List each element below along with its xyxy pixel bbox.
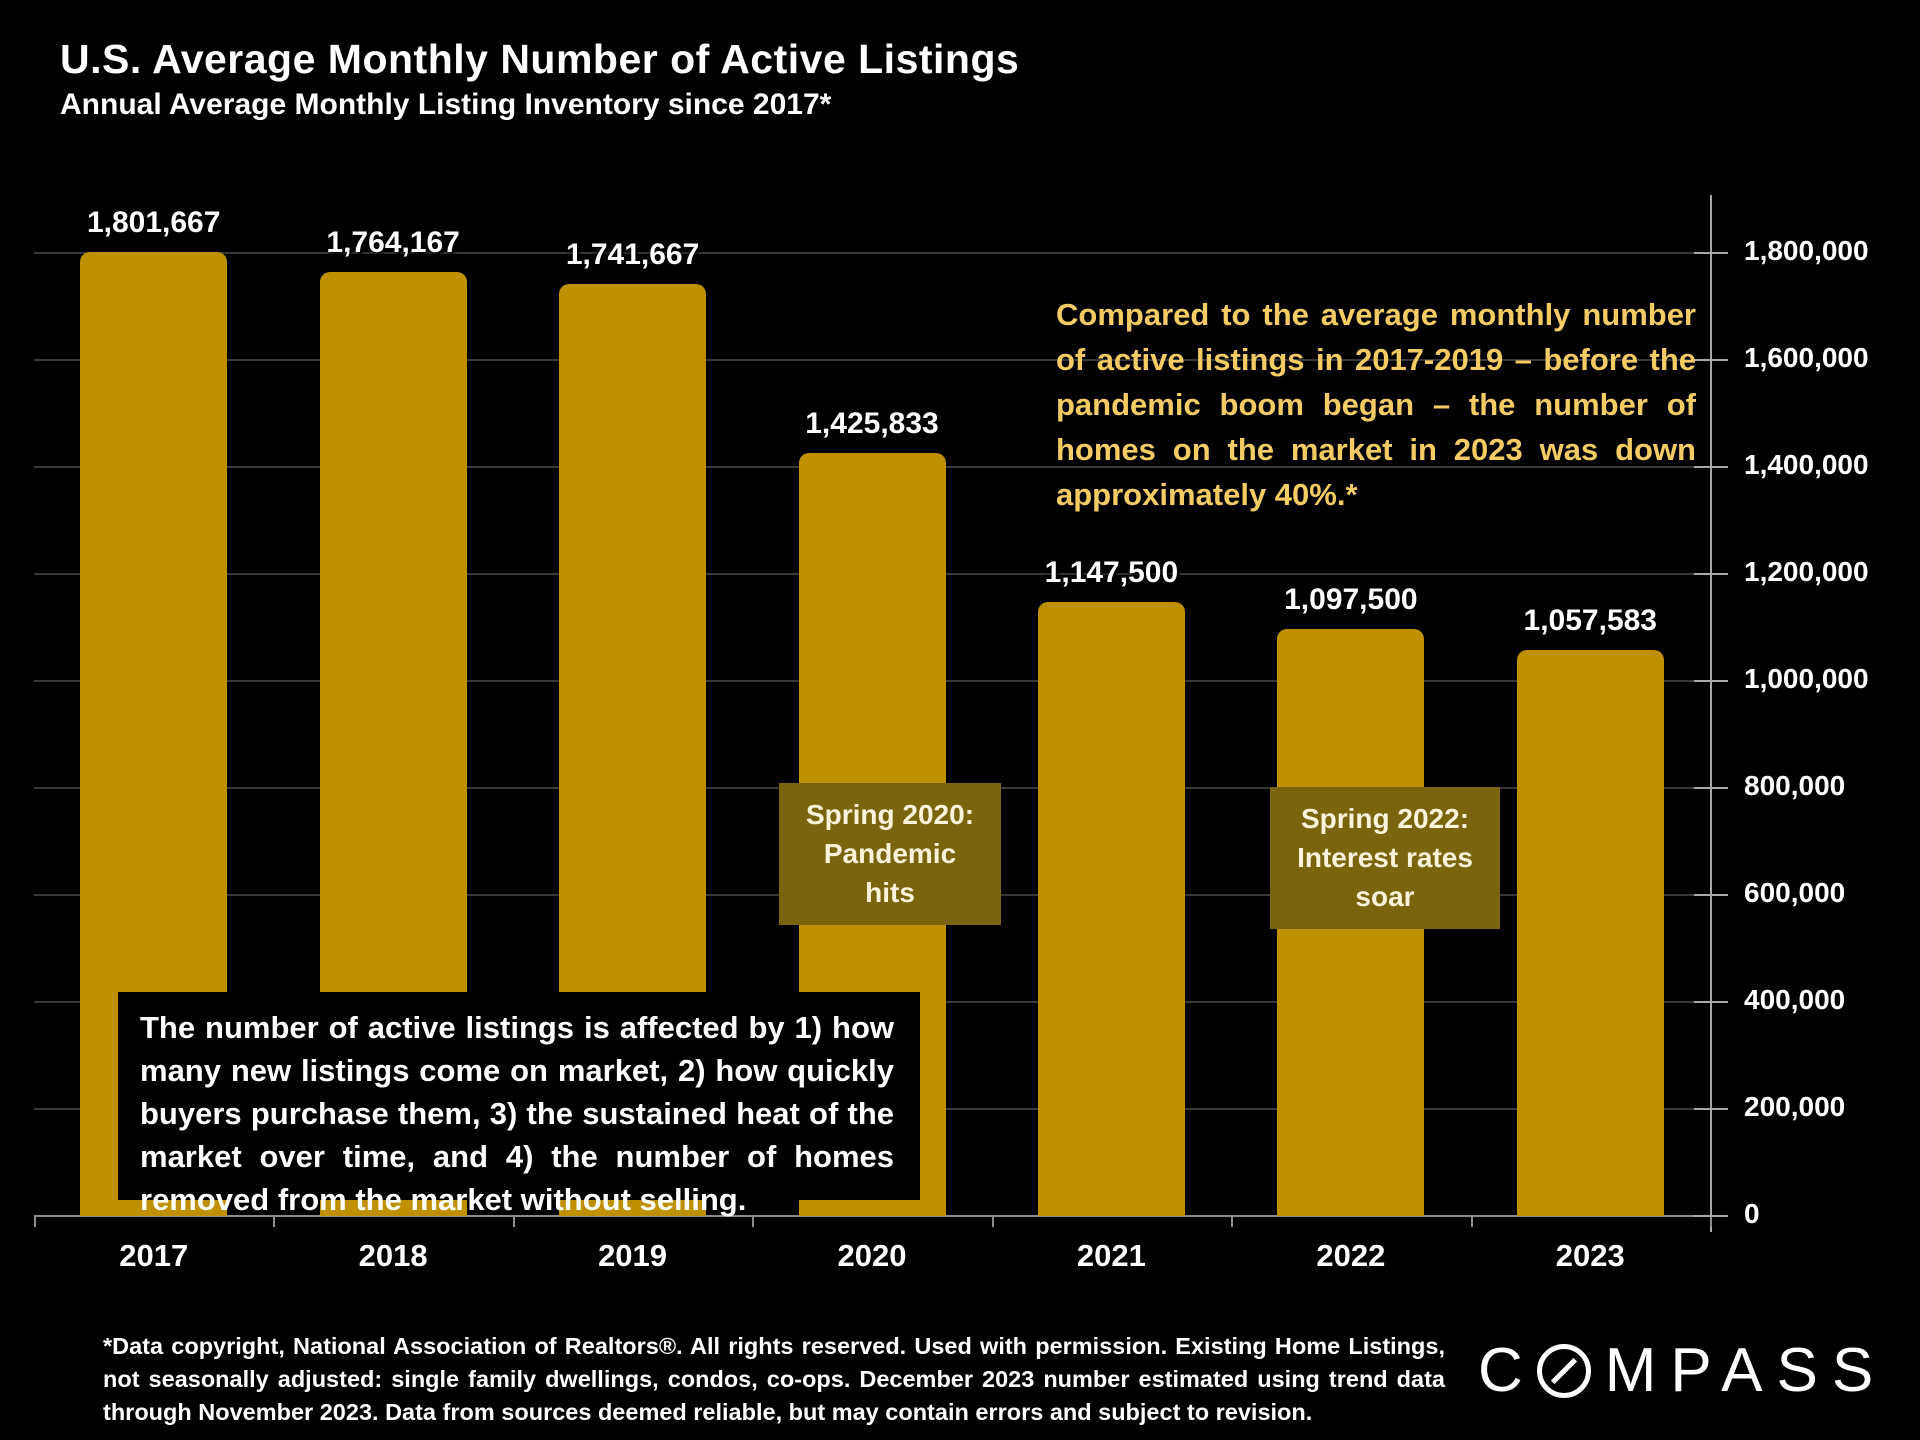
page-subtitle: Annual Average Monthly Listing Inventory… xyxy=(60,88,832,121)
x-axis-tick xyxy=(273,1217,276,1227)
page-title: U.S. Average Monthly Number of Active Li… xyxy=(60,36,1020,82)
value-label-2021: 1,147,500 xyxy=(1044,556,1179,590)
x-axis-tick xyxy=(991,1217,994,1227)
category-label-2017: 2017 xyxy=(119,1238,189,1273)
value-label-2022: 1,097,500 xyxy=(1284,582,1418,616)
needle-slash-icon xyxy=(1550,1357,1577,1385)
y-axis-label: 600,000 xyxy=(1744,877,1846,908)
compass-logo: C MPASS xyxy=(1478,1336,1887,1406)
compass-needle-icon xyxy=(1536,1344,1591,1398)
y-axis-line xyxy=(1710,195,1712,1232)
category-label-2021: 2021 xyxy=(1076,1238,1146,1273)
bar-2021 xyxy=(1037,602,1185,1216)
x-axis-tick xyxy=(1710,1217,1712,1227)
value-label-2018: 1,764,167 xyxy=(326,226,460,260)
y-axis-label: 1,200,000 xyxy=(1744,556,1869,587)
x-axis-tick xyxy=(34,1217,36,1227)
x-axis-tick xyxy=(1231,1217,1234,1227)
value-label-2017: 1,801,667 xyxy=(86,206,221,240)
x-axis-tick xyxy=(512,1217,515,1227)
value-label-2023: 1,057,583 xyxy=(1523,604,1657,638)
y-axis-label: 0 xyxy=(1744,1198,1760,1229)
y-axis-label: 800,000 xyxy=(1744,770,1846,801)
x-axis-tick xyxy=(752,1217,755,1227)
y-axis-label: 1,400,000 xyxy=(1744,449,1869,480)
comparison-note: Compared to the average monthly number o… xyxy=(1056,297,1696,512)
value-label-2019: 1,741,667 xyxy=(565,238,700,272)
category-label-2018: 2018 xyxy=(358,1238,428,1273)
bar-2023 xyxy=(1516,650,1664,1216)
gridline xyxy=(34,359,1710,361)
y-axis-label: 1,000,000 xyxy=(1744,663,1869,694)
y-axis-label: 1,600,000 xyxy=(1744,342,1869,373)
callout-spring-2022: Spring 2022: Interest rates soar xyxy=(1270,787,1500,929)
y-axis-label: 1,800,000 xyxy=(1744,235,1869,266)
value-label-2020: 1,425,833 xyxy=(805,407,939,441)
x-axis-tick xyxy=(1470,1217,1473,1227)
gridline xyxy=(34,1215,1710,1217)
y-axis-label: 200,000 xyxy=(1744,1091,1846,1122)
info-box: The number of active listings is affecte… xyxy=(118,992,920,1217)
logo-letter-c: C xyxy=(1478,1336,1523,1405)
footer-disclaimer: *Data copyright, National Association of… xyxy=(103,1333,1445,1425)
gridline xyxy=(34,252,1710,254)
logo-letters-mpass: MPASS xyxy=(1604,1336,1888,1405)
category-label-2023: 2023 xyxy=(1555,1238,1625,1273)
category-label-2019: 2019 xyxy=(598,1238,668,1273)
callout-spring-2020: Spring 2020: Pandemic hits xyxy=(779,783,1001,925)
y-axis-label: 400,000 xyxy=(1744,984,1846,1015)
category-label-2020: 2020 xyxy=(837,1238,907,1273)
category-label-2022: 2022 xyxy=(1316,1238,1386,1273)
